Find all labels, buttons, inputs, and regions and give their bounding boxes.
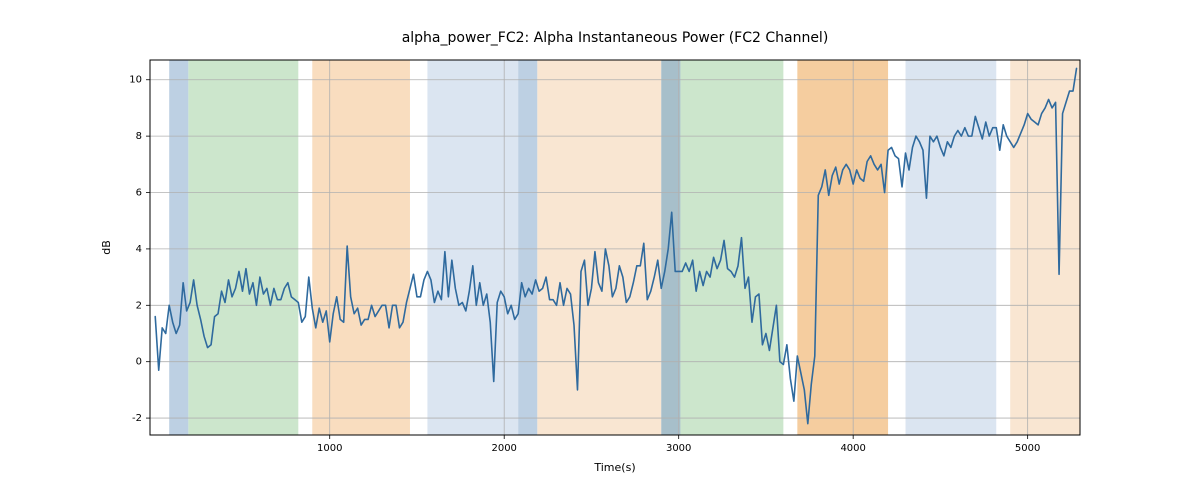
span bbox=[661, 60, 680, 435]
y-tick-label: 4 bbox=[136, 244, 142, 255]
y-tick-label: -2 bbox=[132, 413, 142, 424]
x-tick-label: 3000 bbox=[666, 443, 691, 454]
span bbox=[312, 60, 410, 435]
span bbox=[169, 60, 188, 435]
x-tick-label: 4000 bbox=[840, 443, 865, 454]
x-tick-label: 1000 bbox=[317, 443, 342, 454]
chart-container: 1000 2000 3000 4000 5000 -2 0 2 4 6 8 10 alpha_power… bbox=[0, 0, 1200, 500]
chart-svg: 1000 2000 3000 4000 5000 -2 0 2 4 6 8 10 alpha_power… bbox=[0, 0, 1200, 500]
span bbox=[188, 60, 298, 435]
x-ticks: 1000 2000 3000 4000 5000 bbox=[317, 435, 1040, 454]
y-tick-label: 6 bbox=[136, 188, 142, 199]
span bbox=[797, 60, 888, 435]
span bbox=[1010, 60, 1080, 435]
shaded-spans bbox=[169, 60, 1080, 435]
y-tick-label: 10 bbox=[129, 75, 142, 86]
span bbox=[906, 60, 997, 435]
y-axis-label: dB bbox=[100, 240, 113, 255]
x-axis-label: Time(s) bbox=[593, 461, 635, 474]
y-tick-label: 8 bbox=[136, 131, 142, 142]
span bbox=[680, 60, 783, 435]
y-ticks: -2 0 2 4 6 8 10 bbox=[129, 75, 150, 424]
x-tick-label: 2000 bbox=[491, 443, 516, 454]
y-tick-label: 2 bbox=[136, 300, 142, 311]
span bbox=[518, 60, 537, 435]
x-tick-label: 5000 bbox=[1015, 443, 1040, 454]
chart-title: alpha_power_FC2: Alpha Instantaneous Pow… bbox=[402, 30, 829, 46]
y-tick-label: 0 bbox=[136, 357, 142, 368]
